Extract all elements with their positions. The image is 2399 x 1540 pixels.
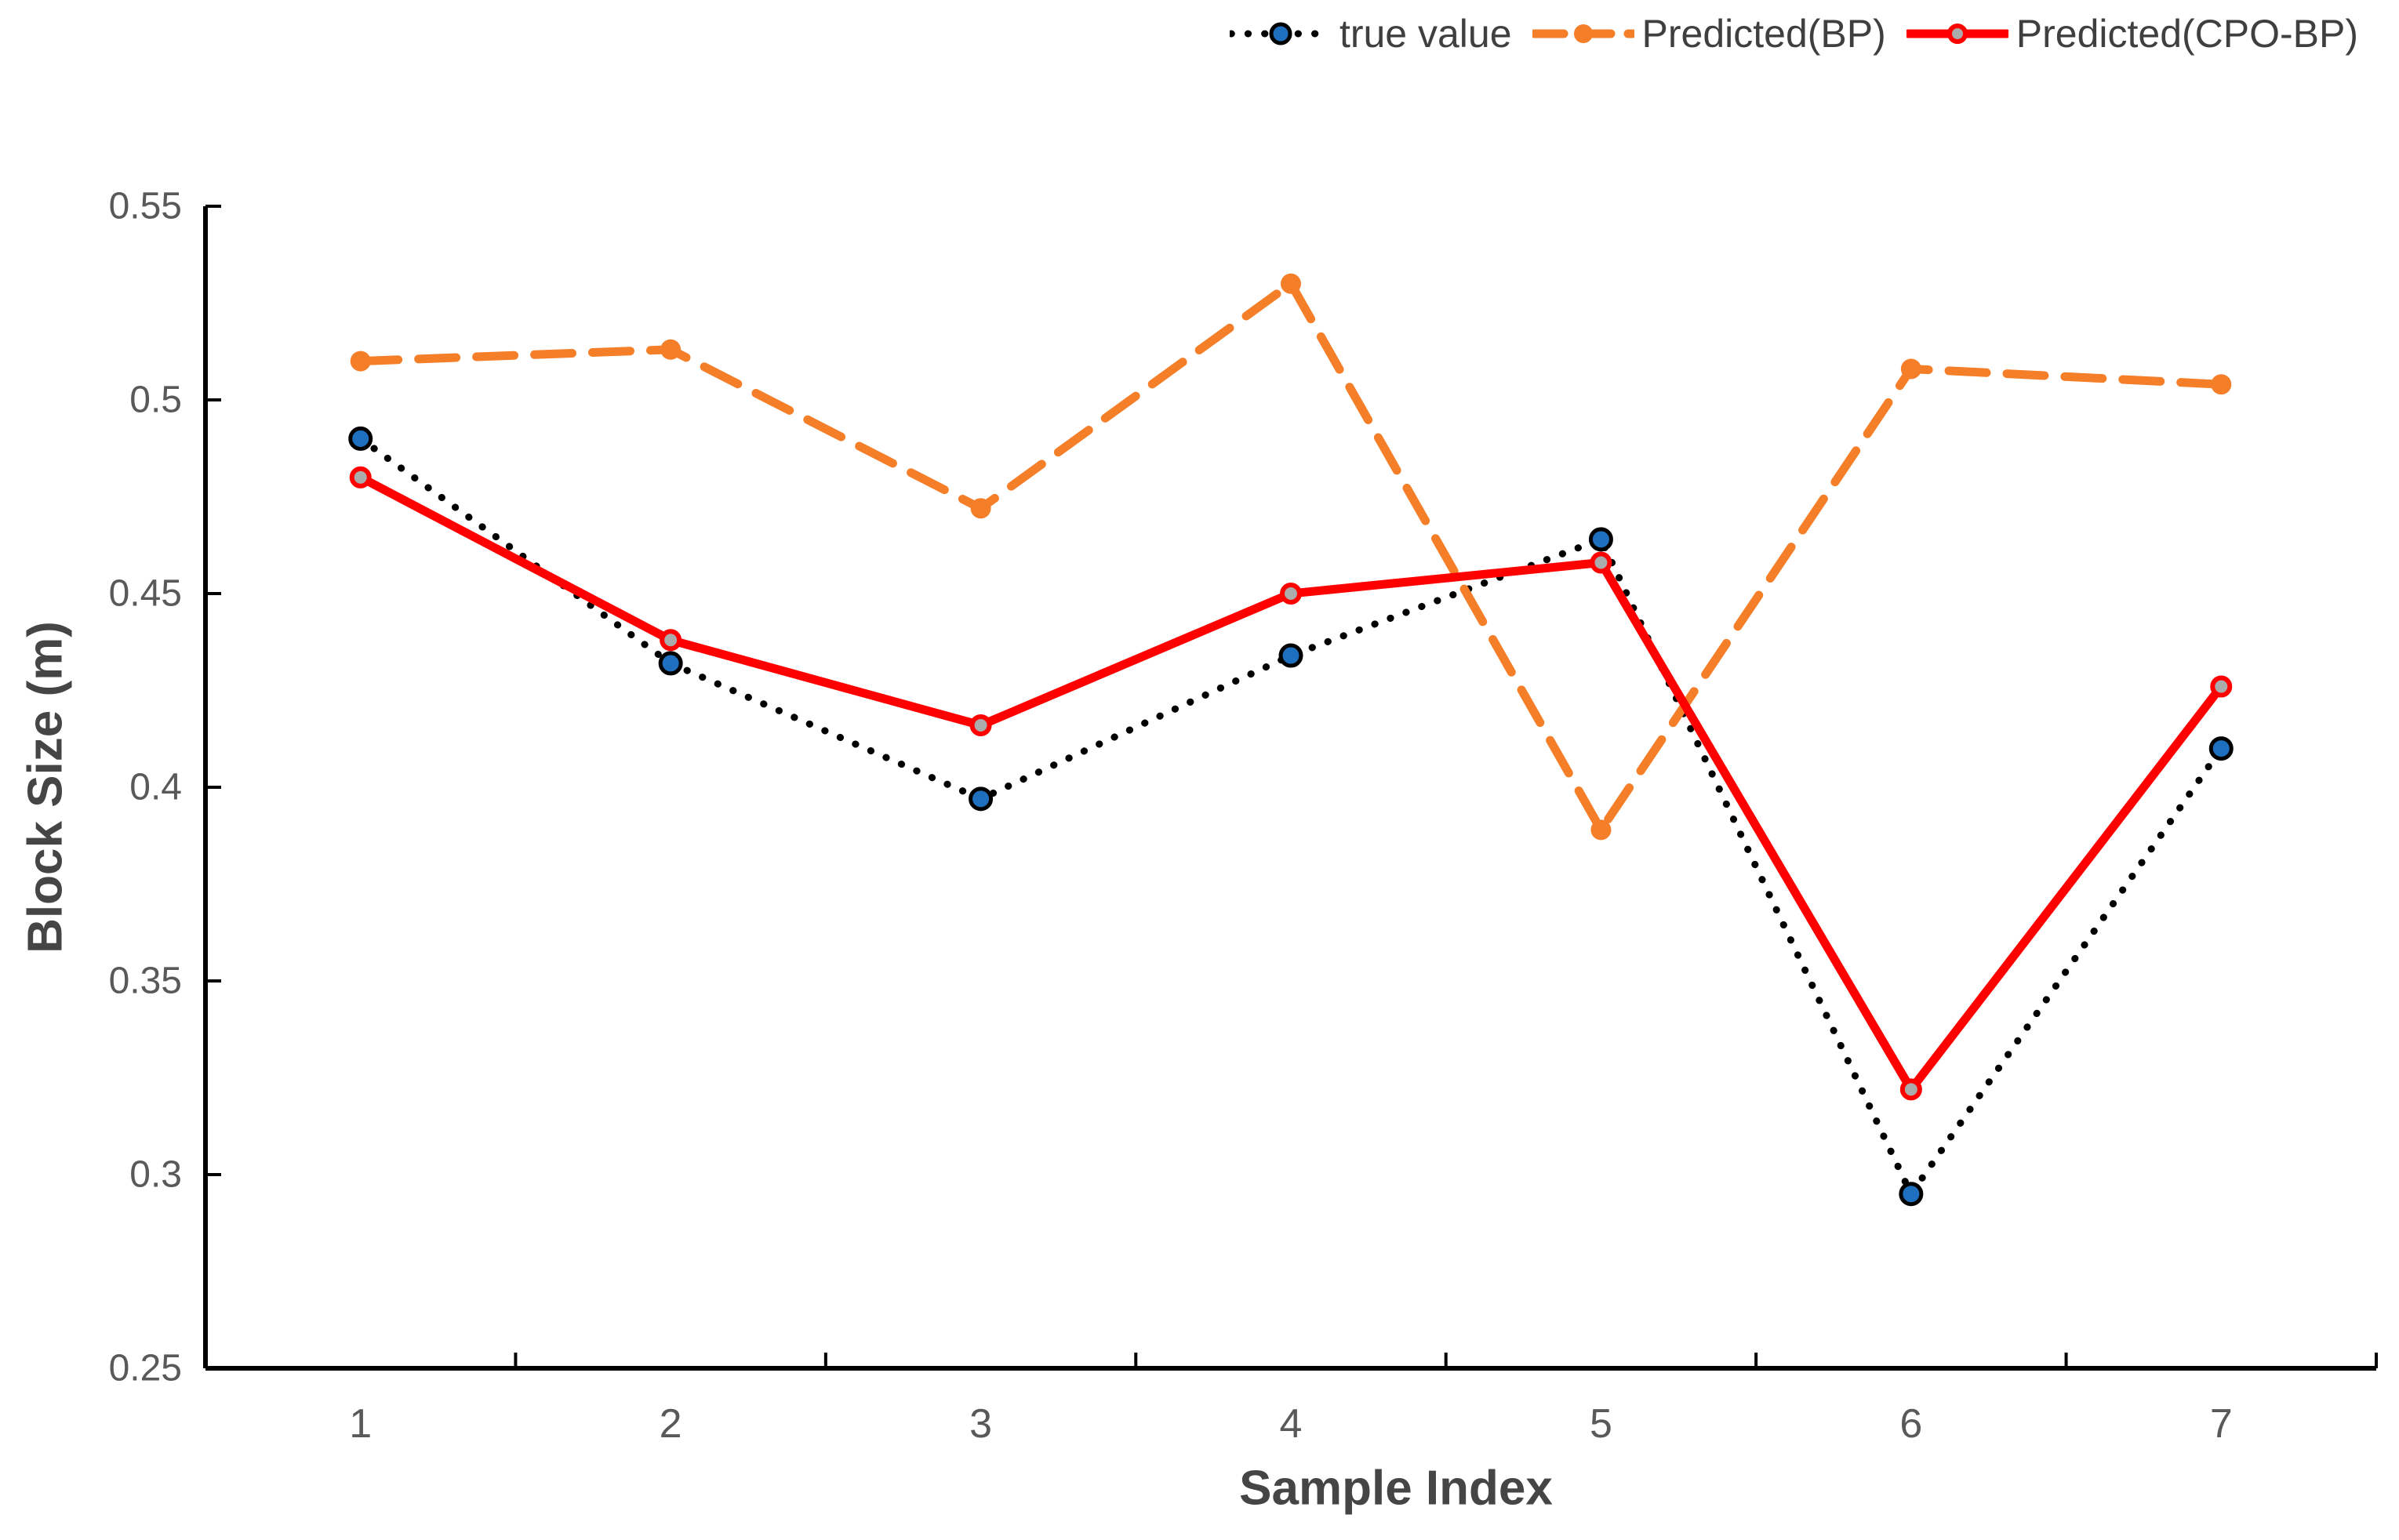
legend-solid-line-icon: [1903, 20, 2012, 48]
y-tick-label: 0.35: [109, 961, 182, 1002]
data-point[interactable]: [1900, 358, 1921, 380]
legend-dashed-line-icon: [1529, 20, 1637, 48]
x-tick-label: 3: [969, 1401, 992, 1447]
y-tick-label: 0.45: [109, 573, 182, 615]
legend-dotted-line-icon: [1227, 20, 1334, 48]
data-point[interactable]: [1280, 583, 1302, 605]
legend-label-predicted-cpo-bp: Predicted(CPO-BP): [2016, 12, 2358, 56]
series-line-predicted-bp-: [356, 279, 2226, 834]
data-point[interactable]: [1899, 1182, 1924, 1207]
legend-label-predicted-bp: Predicted(BP): [1641, 12, 1886, 56]
legend-item-predicted-bp[interactable]: Predicted(BP): [1529, 11, 1886, 56]
x-tick-label: 4: [1280, 1401, 1303, 1447]
y-tick-label: 0.25: [109, 1348, 182, 1389]
y-tick-label: 0.3: [129, 1154, 182, 1196]
data-point[interactable]: [1590, 819, 1612, 841]
x-axis-title: Sample Index: [1239, 1461, 1553, 1516]
x-tick-label: 1: [349, 1401, 372, 1447]
y-tick-label: 0.4: [129, 767, 182, 808]
data-point[interactable]: [658, 651, 683, 676]
data-point[interactable]: [1588, 527, 1613, 552]
x-tick-label: 6: [1899, 1401, 1922, 1447]
data-point[interactable]: [2211, 374, 2232, 395]
y-tick-label: 0.5: [129, 380, 182, 421]
data-point[interactable]: [1281, 273, 1301, 294]
data-point[interactable]: [660, 629, 682, 652]
legend: true value Predicted(BP) Predicted(CPO-B…: [1227, 11, 2358, 56]
data-point[interactable]: [970, 498, 991, 519]
legend-item-predicted-cpo-bp[interactable]: Predicted(CPO-BP): [1903, 11, 2358, 56]
data-point[interactable]: [1899, 1078, 1922, 1101]
data-point[interactable]: [1278, 643, 1303, 668]
data-point[interactable]: [349, 466, 372, 489]
series-line-predicted-cpo-bp-: [356, 473, 2226, 1094]
data-point[interactable]: [2210, 675, 2233, 698]
y-tick-label: 0.55: [109, 186, 182, 227]
data-point[interactable]: [348, 426, 373, 451]
x-tick-label: 5: [1590, 1401, 1612, 1447]
x-tick-label: 7: [2210, 1401, 2233, 1447]
data-point[interactable]: [2208, 736, 2234, 761]
x-tick-label: 2: [660, 1401, 682, 1447]
data-point[interactable]: [969, 714, 992, 736]
legend-item-true-value[interactable]: true value: [1227, 11, 1512, 56]
data-point[interactable]: [660, 339, 682, 360]
y-axis-title: Block Size (m): [18, 621, 73, 953]
data-point[interactable]: [1590, 551, 1612, 574]
data-point[interactable]: [969, 786, 994, 812]
data-point[interactable]: [350, 350, 371, 372]
series-line-true-value: [357, 434, 2225, 1198]
legend-label-true-value: true value: [1339, 12, 1512, 56]
